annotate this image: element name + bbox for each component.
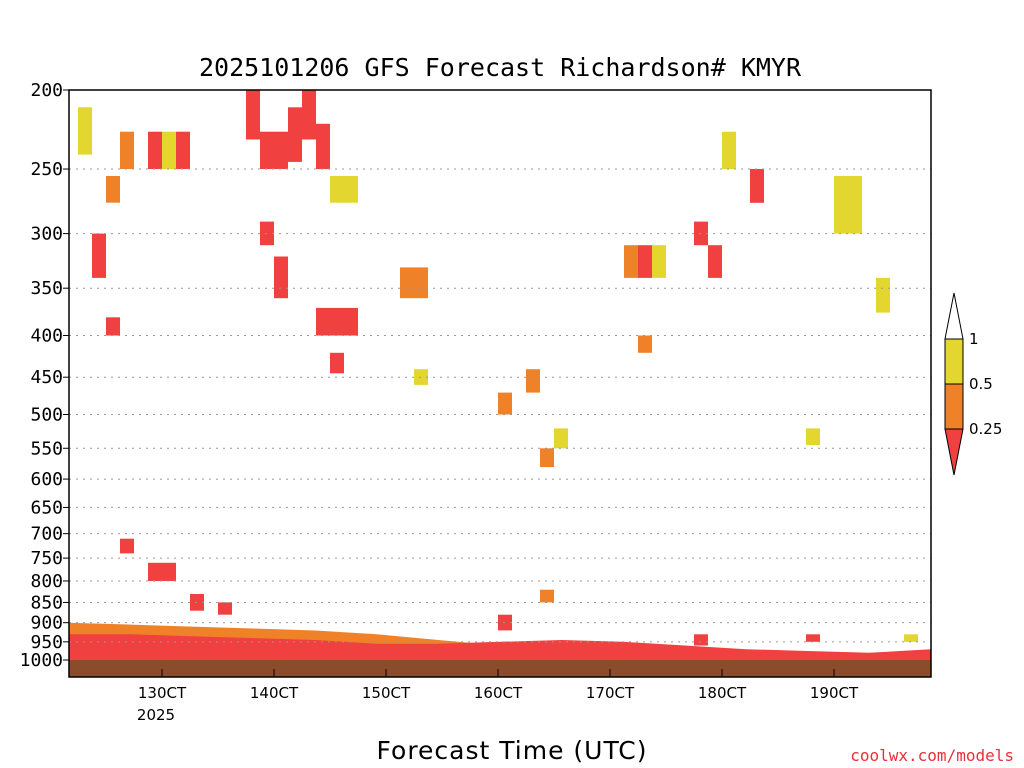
x-tick-label: 190CT (810, 684, 859, 702)
ri-cell (624, 245, 638, 278)
colorbar-label: 0.5 (969, 375, 993, 393)
ri-cell (330, 307, 344, 336)
colorbar-yellow (944, 338, 964, 385)
ri-cell (694, 221, 708, 246)
ri-cell (316, 307, 330, 336)
x-axis-ticks: 130CT 2025 140CT 150CT 160CT 170CT 180CT 190CT (137, 669, 859, 724)
y-tick-label: 750 (30, 548, 63, 569)
y-tick-label: 500 (30, 405, 63, 426)
y-tick-label: 700 (30, 524, 63, 545)
ri-cell (540, 589, 554, 603)
ri-cell (876, 277, 890, 313)
ri-cell (526, 369, 540, 393)
ri-cell (218, 602, 232, 615)
ri-cell (302, 90, 316, 140)
ri-cell (274, 131, 288, 169)
ri-cell (498, 614, 512, 631)
ri-cell (78, 107, 92, 155)
colorbar-bottom-arrow (944, 428, 964, 476)
ri-cell (260, 131, 274, 169)
ri-cell (848, 176, 862, 234)
ri-cell (288, 107, 302, 162)
ri-cell (274, 256, 288, 299)
ri-cell (330, 352, 344, 374)
x-tick-label: 180CT (698, 684, 747, 702)
ri-cell (694, 634, 708, 646)
y-tick-label: 1000 (20, 650, 63, 671)
ri-cell (330, 176, 344, 203)
y-tick-label: 900 (30, 613, 63, 634)
ri-cell (806, 428, 820, 445)
ri-cell (176, 131, 190, 169)
y-tick-label: 400 (30, 325, 63, 346)
x-tick-label: 150CT (362, 684, 411, 702)
ri-cell (750, 169, 764, 203)
ri-cell (834, 176, 848, 234)
y-tick-label: 550 (30, 438, 63, 459)
colorbar-legend: 1 0.5 0.25 (944, 292, 1002, 476)
colorbar-top-arrow (944, 292, 964, 340)
chart-title: 2025101206 GFS Forecast Richardson# KMYR (199, 53, 802, 82)
x-tick-label: 140CT (250, 684, 299, 702)
y-tick-label: 650 (30, 497, 63, 518)
colorbar-label: 0.25 (969, 420, 1002, 438)
plot-frame (68, 89, 932, 678)
y-tick-label: 850 (30, 592, 63, 613)
ri-cell (120, 538, 134, 554)
y-tick-label: 950 (30, 632, 63, 653)
ri-cell (246, 90, 260, 140)
ri-cell (106, 176, 120, 203)
ri-cell (162, 131, 176, 169)
ri-cell (400, 267, 414, 299)
ri-cell (92, 233, 106, 278)
surface-layer-red (69, 634, 931, 660)
ri-cell (806, 634, 820, 642)
x-tick-sublabel: 2025 (137, 706, 175, 724)
ri-cell (414, 267, 428, 299)
ri-cell (722, 131, 736, 169)
plot-area (69, 90, 931, 677)
y-tick-label: 250 (30, 159, 63, 180)
ri-cell (148, 562, 162, 581)
colorbar-orange (944, 383, 964, 430)
x-tick-label: 160CT (474, 684, 523, 702)
ri-cell (540, 448, 554, 468)
colorbar-label: 1 (969, 330, 979, 348)
ri-cell (498, 392, 512, 415)
ri-cell (652, 245, 666, 278)
x-tick-label: 130CT (138, 684, 187, 702)
ri-cell (120, 131, 134, 169)
y-tick-label: 800 (30, 571, 63, 592)
x-tick-label: 170CT (586, 684, 635, 702)
ri-cell (638, 335, 652, 353)
ri-cell (904, 634, 918, 642)
ri-cell (344, 307, 358, 336)
ri-cell (148, 131, 162, 169)
ri-cell (708, 245, 722, 278)
credit-text[interactable]: coolwx.com/models (850, 746, 1014, 765)
ground-below-surface (69, 660, 931, 677)
ri-cell (106, 317, 120, 336)
ri-cell (316, 123, 330, 170)
ri-cell (638, 245, 652, 278)
y-tick-label: 300 (30, 224, 63, 245)
x-axis-label: Forecast Time (UTC) (377, 736, 648, 765)
y-tick-label: 450 (30, 367, 63, 388)
y-tick-label: 350 (30, 278, 63, 299)
y-tick-label: 200 (30, 80, 63, 101)
ri-cell (414, 369, 428, 385)
ri-cell (554, 428, 568, 449)
y-tick-label: 600 (30, 469, 63, 490)
ri-cell (344, 176, 358, 203)
ri-cell (162, 562, 176, 581)
y-axis-ticks: 200 250 300 350 400 450 500 550 600 650 700 7508008… (20, 80, 69, 671)
